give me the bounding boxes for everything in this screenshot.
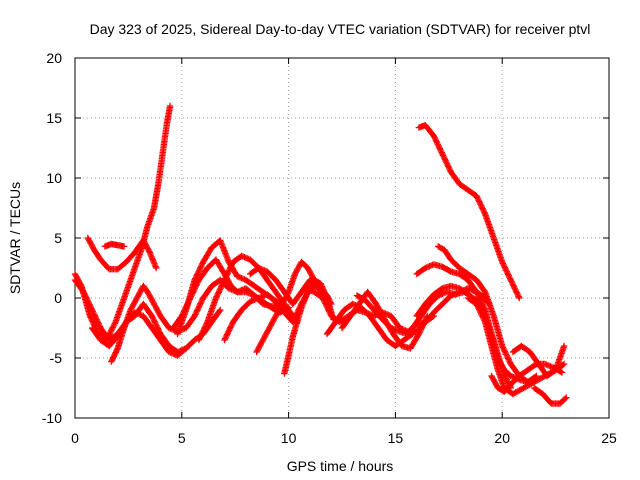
y-tick-label: 15 xyxy=(46,110,62,126)
series-markers xyxy=(531,384,570,407)
x-tick-label: 5 xyxy=(178,430,186,446)
x-tick-label: 10 xyxy=(281,430,297,446)
series-trace-25 xyxy=(509,342,568,380)
x-tick-label: 25 xyxy=(601,430,617,446)
y-tick-label: 0 xyxy=(54,290,62,306)
y-tick-label: 10 xyxy=(46,170,62,186)
series-markers xyxy=(434,243,531,386)
y-tick-label: -5 xyxy=(50,350,63,366)
series-trace-21 xyxy=(415,122,523,302)
series-trace-26 xyxy=(531,384,570,407)
series-trace-12 xyxy=(253,258,318,356)
y-tick-labels: -10 -5 0 5 10 15 20 xyxy=(42,50,62,426)
y-tick-label: 5 xyxy=(54,230,62,246)
series-markers xyxy=(509,342,568,380)
x-tick-label: 15 xyxy=(388,430,404,446)
series-markers xyxy=(253,258,318,356)
x-tick-label: 20 xyxy=(494,430,510,446)
y-tick-label: -10 xyxy=(42,410,62,426)
chart-title: Day 323 of 2025, Sidereal Day-to-day VTE… xyxy=(90,21,591,37)
grid-lines xyxy=(75,58,609,418)
x-axis-title: GPS time / hours xyxy=(287,458,394,474)
x-tick-label: 0 xyxy=(71,430,79,446)
series-markers xyxy=(84,234,160,273)
data-series xyxy=(71,102,570,407)
series-markers xyxy=(101,240,128,250)
axis-ticks xyxy=(74,57,610,419)
series-trace-03 xyxy=(101,240,128,250)
y-axis-title: SDTVAR / TECUs xyxy=(7,182,23,294)
series-trace-22 xyxy=(434,243,531,386)
x-tick-labels: 0 5 10 15 20 25 xyxy=(71,430,617,446)
series-trace-02 xyxy=(84,234,160,273)
y-tick-label: 20 xyxy=(46,50,62,66)
series-markers xyxy=(415,122,523,302)
